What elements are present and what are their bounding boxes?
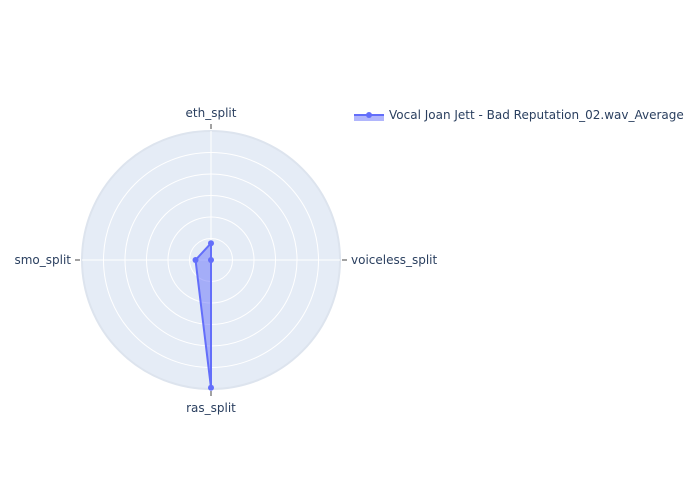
axis-labels: eth_split voiceless_split ras_split smo_spl… bbox=[14, 106, 437, 415]
legend-fill-swatch bbox=[354, 116, 384, 121]
legend-marker-icon bbox=[366, 112, 372, 118]
axis-label-eth-split: eth_split bbox=[186, 106, 237, 120]
data-point-eth-split[interactable] bbox=[208, 240, 214, 247]
axis-label-smo-split: smo_split bbox=[14, 253, 71, 267]
axis-label-voiceless-split: voiceless_split bbox=[351, 253, 438, 267]
legend[interactable]: Vocal Joan Jett - Bad Reputation_02.wav_… bbox=[354, 108, 684, 122]
axis-label-ras-split: ras_split bbox=[186, 401, 236, 415]
series-layer bbox=[192, 240, 214, 391]
legend-entry-label[interactable]: Vocal Joan Jett - Bad Reputation_02.wav_… bbox=[389, 108, 684, 122]
data-point-ras-split[interactable] bbox=[208, 384, 214, 391]
data-point-smo-split[interactable] bbox=[192, 257, 199, 263]
data-point-voiceless-split[interactable] bbox=[208, 257, 214, 263]
